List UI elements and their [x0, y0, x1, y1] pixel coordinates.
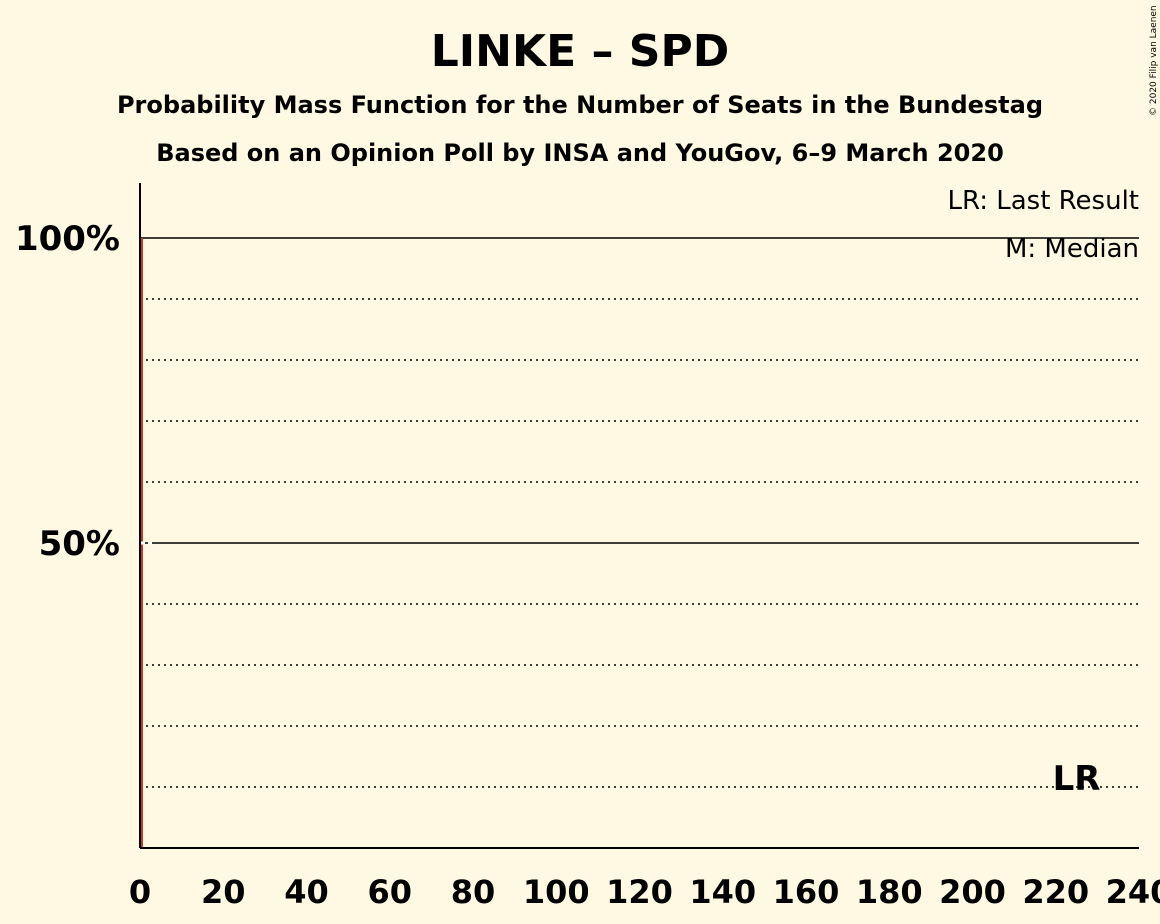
x-tick-label: 20	[201, 873, 246, 911]
y-tick-label: 100%	[15, 219, 120, 259]
chart-subtitle: Probability Mass Function for the Number…	[117, 91, 1043, 119]
chart-title: LINKE – SPD	[431, 26, 729, 77]
axes	[139, 183, 1139, 849]
y-tick-labels: 100% 50%	[15, 219, 120, 564]
x-tick-label: 0	[129, 873, 151, 911]
gridlines	[140, 237, 1139, 788]
last-result-label: LR	[1053, 759, 1101, 799]
x-tick-label: 60	[367, 873, 412, 911]
y-tick-label: 50%	[39, 524, 120, 564]
markers: LR	[141, 541, 1101, 799]
x-tick-label: 100	[523, 873, 590, 911]
x-tick-label: 200	[939, 873, 1006, 911]
x-tick-labels: 0 20 40 60 80 100 120 140 160 180 200 220 240	[129, 873, 1160, 911]
legend-median: M: Median	[1005, 234, 1139, 264]
legend-last-result: LR: Last Result	[947, 186, 1139, 216]
x-tick-label: 160	[773, 873, 840, 911]
x-tick-label: 120	[606, 873, 673, 911]
x-tick-label: 40	[284, 873, 329, 911]
x-tick-label: 140	[689, 873, 756, 911]
copyright-note: © 2020 Filip van Laenen	[1149, 5, 1159, 116]
x-tick-label: 220	[1022, 873, 1089, 911]
chart-subtitle-poll: Based on an Opinion Poll by INSA and You…	[156, 139, 1004, 167]
x-tick-label: 80	[451, 873, 496, 911]
x-tick-label: 180	[856, 873, 923, 911]
x-tick-label: 240	[1106, 873, 1160, 911]
